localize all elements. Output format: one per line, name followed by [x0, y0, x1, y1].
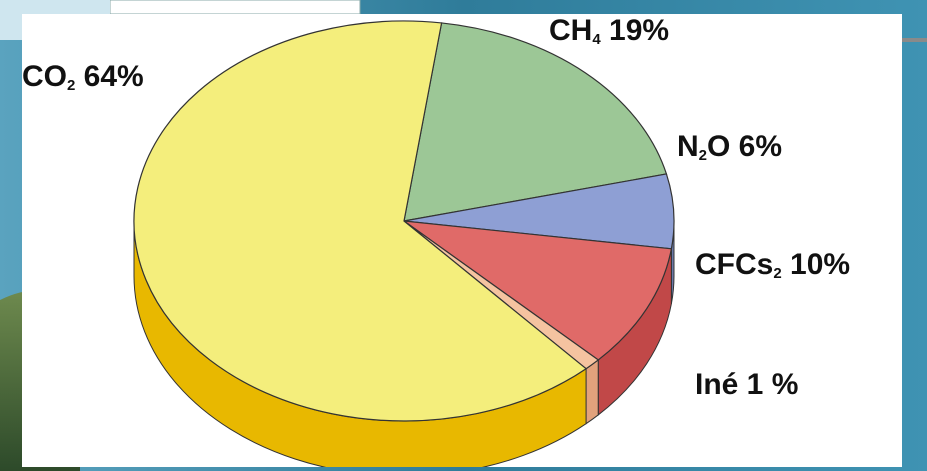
pie-side-iné: [585, 358, 599, 425]
pie-slice-co2: [133, 20, 588, 422]
chart-panel: CO2 64% CH4 19% N2O 6% CFCs2 10% Iné 1 %: [22, 14, 902, 467]
pie-slice-cfcs: [401, 220, 673, 361]
label-ch4: CH4 19%: [549, 14, 670, 48]
label-n2o: N2O 6%: [677, 130, 783, 164]
pie-top-group: [133, 20, 675, 422]
pie-chart: [133, 20, 675, 467]
label-cfcs: CFCs2 10%: [695, 248, 851, 282]
label-ine: Iné 1 %: [695, 368, 799, 401]
label-co2: CO2 64%: [22, 60, 144, 94]
pie-slice-ch4: [403, 22, 668, 222]
